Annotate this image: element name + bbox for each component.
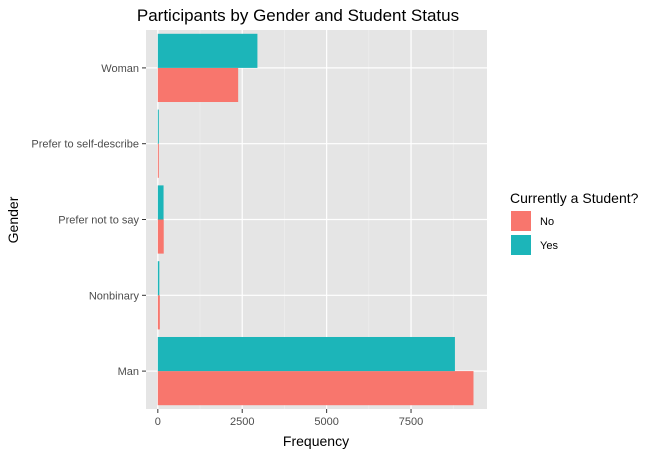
bars — [157, 33, 474, 406]
legend: Currently a Student? No Yes — [510, 190, 639, 255]
legend-label: Yes — [540, 240, 558, 252]
bar-yes — [157, 336, 455, 372]
x-tick-label: 5000 — [314, 416, 338, 428]
legend-title: Currently a Student? — [510, 190, 639, 206]
y-tick-label: Man — [118, 366, 139, 378]
y-axis-title: Gender — [5, 196, 21, 243]
bar-yes — [157, 261, 160, 296]
x-tick-label: 2500 — [230, 416, 254, 428]
bar-yes — [157, 185, 164, 220]
x-tick-label: 0 — [155, 416, 161, 428]
y-tick-label: Nonbinary — [89, 290, 140, 302]
bar-yes — [157, 109, 159, 144]
x-tick-label: 7500 — [399, 416, 423, 428]
y-tick-label: Woman — [101, 63, 139, 75]
bar-no — [157, 295, 160, 330]
y-tick-label: Prefer not to say — [58, 215, 139, 227]
x-axis: 0 2500 5000 7500 — [155, 409, 423, 428]
legend-key-yes — [511, 235, 531, 255]
y-axis: Man Nonbinary Prefer not to say Prefer to s… — [31, 63, 146, 378]
chart-title: Participants by Gender and Student Statu… — [137, 6, 459, 25]
bar-no — [157, 371, 474, 406]
bar-no — [157, 219, 164, 254]
legend-label: No — [540, 216, 554, 228]
legend-key-no — [511, 211, 531, 231]
bar-no — [157, 67, 239, 103]
bar-yes — [157, 33, 258, 68]
y-tick-label: Prefer to self-describe — [31, 139, 139, 151]
x-axis-title: Frequency — [283, 433, 349, 449]
bar-no — [157, 143, 159, 178]
